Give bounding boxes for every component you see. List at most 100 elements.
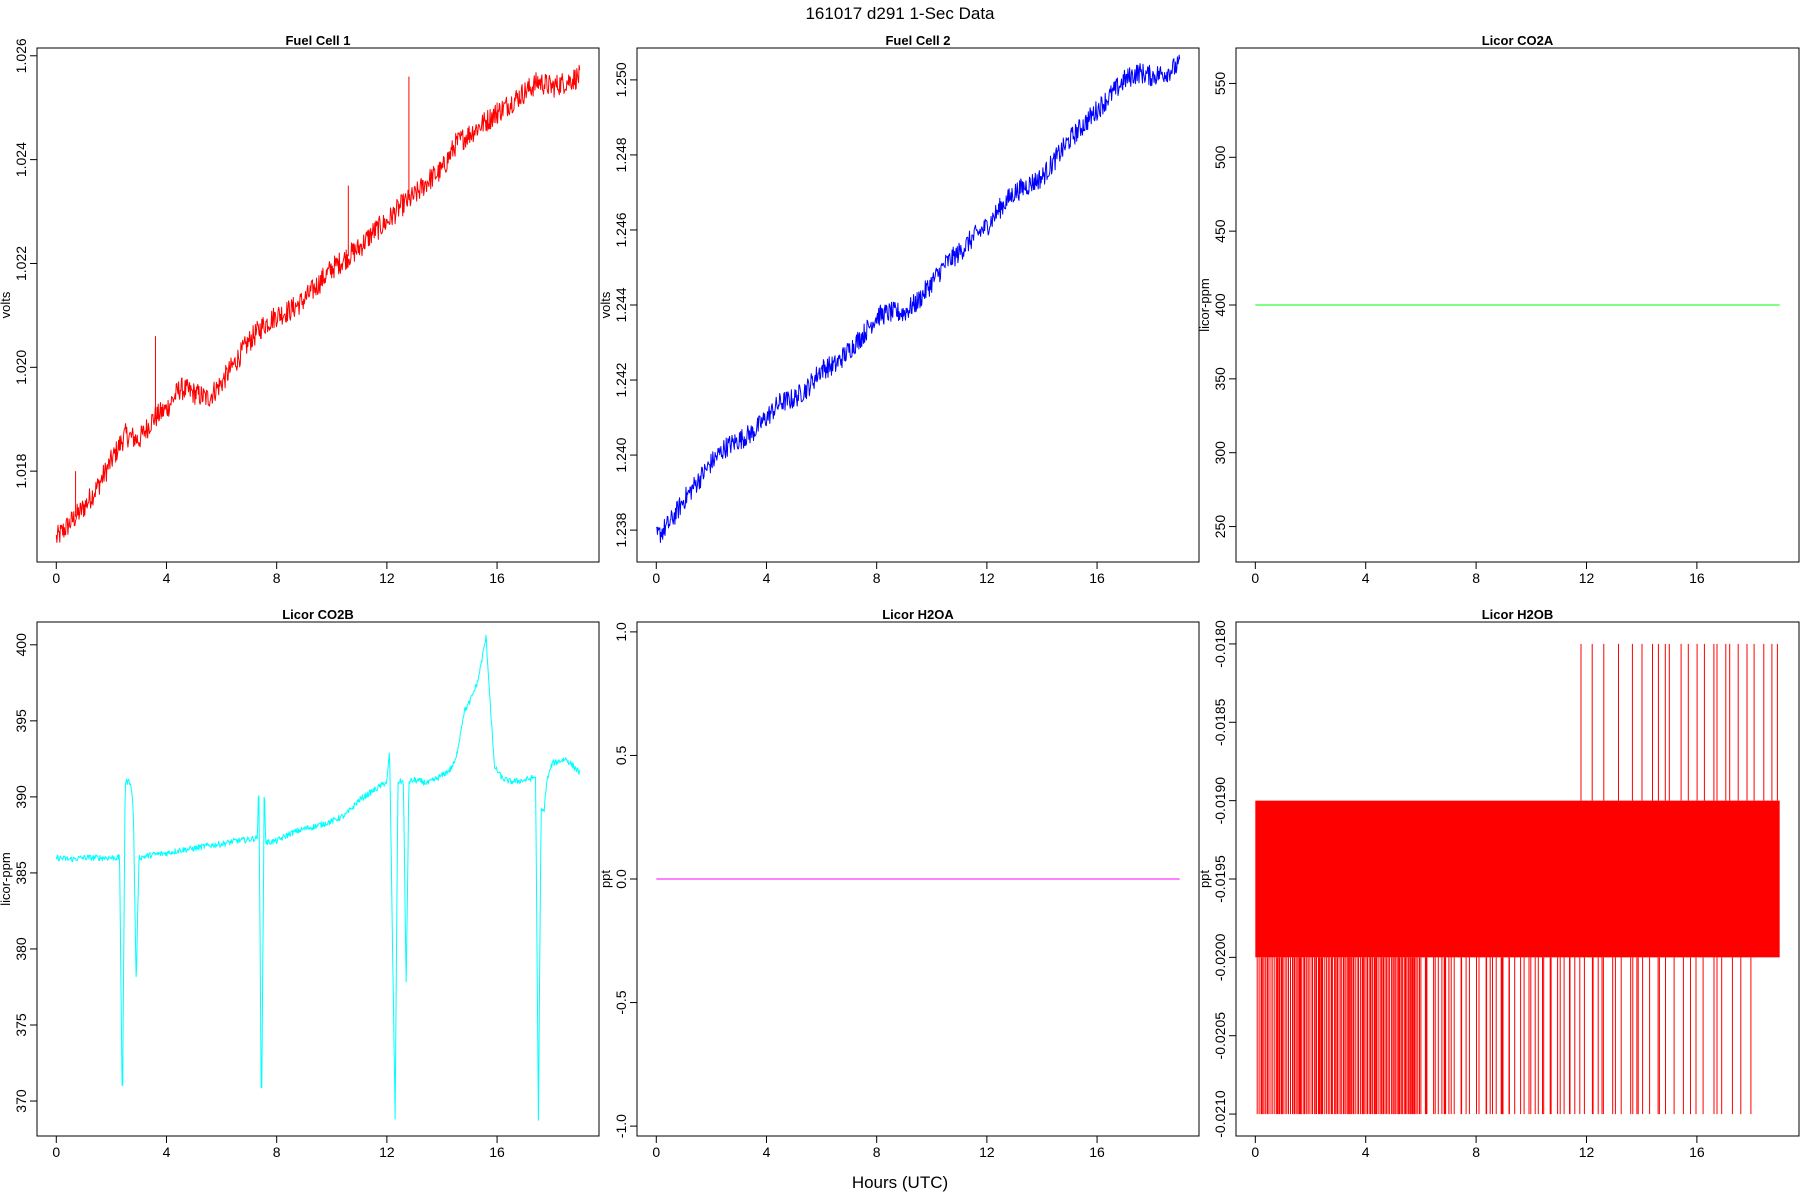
y-tick-label: -0.0210 [1212, 1090, 1228, 1138]
y-tick-label: -0.0195 [1212, 855, 1228, 903]
y-tick-label: 1.238 [613, 512, 629, 547]
y-axis-label: ppt [598, 870, 613, 888]
panel-title: Licor CO2B [282, 607, 354, 622]
x-tick-label: 8 [873, 1144, 881, 1160]
y-tick-label: 1.248 [613, 137, 629, 172]
x-tick-label: 16 [1689, 1144, 1705, 1160]
y-axis-label: volts [598, 291, 613, 318]
data-layer [55, 64, 581, 543]
y-tick-label: 1.018 [13, 453, 29, 488]
y-tick-label: 500 [1212, 145, 1228, 169]
y-tick-label: 390 [13, 785, 29, 809]
x-tick-label: 0 [652, 570, 660, 586]
y-tick-label: 0.0 [613, 869, 629, 889]
x-tick-label: 8 [873, 570, 881, 586]
y-tick-label: 1.024 [13, 142, 29, 177]
x-tick-label: 16 [1689, 570, 1705, 586]
y-tick-label: -0.5 [613, 990, 629, 1014]
x-tick-label: 12 [979, 1144, 995, 1160]
x-tick-label: 4 [163, 570, 171, 586]
panel-1: Fuel Cell 1 volts 0 4 8 12 16 1.018 1.020 1.022 1.… [0, 33, 600, 586]
x-tick-label: 0 [52, 1144, 60, 1160]
x-tick-label: 16 [1089, 570, 1105, 586]
x-axis-label: Hours (UTC) [852, 1173, 948, 1192]
panel-title: Licor H2OA [882, 607, 954, 622]
y-tick-label: 370 [13, 1089, 29, 1113]
y-tick-label: 1.240 [613, 437, 629, 472]
y-tick-label: -1.0 [613, 1114, 629, 1138]
x-tick-label: 0 [52, 570, 60, 586]
x-tick-label: 4 [1362, 570, 1370, 586]
x-tick-label: 8 [273, 1144, 281, 1160]
y-tick-label: 385 [13, 861, 29, 885]
plot-frame [36, 47, 600, 563]
x-tick-label: 12 [1579, 1144, 1595, 1160]
y-tick-label: 250 [1212, 515, 1228, 539]
y-axis-label: licor-ppm [1197, 278, 1212, 331]
figure-title: 161017 d291 1-Sec Data [805, 4, 995, 23]
y-axis-label: licor-ppm [0, 852, 13, 905]
y-tick-label: 1.0 [613, 622, 629, 642]
x-tick-label: 12 [379, 570, 395, 586]
x-tick-label: 16 [1089, 1144, 1105, 1160]
panel-2: Fuel Cell 2 volts 0 4 8 12 16 1.238 1.240 1.242 1.… [598, 33, 1200, 586]
y-tick-label: -0.0185 [1212, 698, 1228, 746]
y-tick-label: 0.5 [613, 746, 629, 766]
plot-frame [36, 621, 600, 1137]
data-layer [656, 54, 1181, 543]
x-tick-label: 4 [763, 1144, 771, 1160]
y-tick-label: 300 [1212, 441, 1228, 465]
data-layer [55, 634, 581, 1121]
y-tick-label: 400 [13, 633, 29, 657]
data-layer [1255, 643, 1780, 1115]
series-down-spikes [1256, 957, 1752, 1115]
panels: Fuel Cell 1 volts 0 4 8 12 16 1.018 1.020 1.022 1.… [0, 33, 1800, 1160]
x-tick-label: 4 [763, 570, 771, 586]
x-tick-label: 16 [489, 570, 505, 586]
x-tick-label: 8 [1472, 1144, 1480, 1160]
panel-title: Fuel Cell 2 [885, 33, 950, 48]
y-tick-label: -0.0205 [1212, 1012, 1228, 1060]
series-line [55, 64, 581, 543]
y-tick-label: 1.026 [13, 38, 29, 73]
y-tick-label: 400 [1212, 293, 1228, 317]
y-tick-label: 375 [13, 1013, 29, 1037]
x-tick-label: 4 [1362, 1144, 1370, 1160]
y-tick-label: 1.242 [613, 362, 629, 397]
panel-5: Licor H2OA ppt 0 4 8 12 16 -1.0 -0.5 0.0 0.5 1.0 [598, 607, 1200, 1160]
panel-6: Licor H2OB ppt 0 4 8 12 16 -0.0210 -0.0205 -0.020… [1197, 607, 1800, 1160]
y-tick-label: 1.020 [13, 350, 29, 385]
y-tick-label: 450 [1212, 219, 1228, 243]
y-tick-label: 395 [13, 709, 29, 733]
y-tick-label: 1.244 [613, 287, 629, 322]
x-tick-label: 0 [1251, 570, 1259, 586]
x-tick-label: 16 [489, 1144, 505, 1160]
x-tick-label: 8 [1472, 570, 1480, 586]
panel-3: Licor CO2A licor-ppm 0 4 8 12 16 250 300 350 400 45… [1197, 33, 1800, 586]
x-tick-label: 12 [979, 570, 995, 586]
y-tick-label: 350 [1212, 367, 1228, 391]
series-band [1255, 800, 1780, 958]
y-tick-label: -0.0190 [1212, 777, 1228, 825]
x-tick-label: 12 [1579, 570, 1595, 586]
y-tick-label: -0.0180 [1212, 620, 1228, 668]
x-tick-label: 0 [1251, 1144, 1259, 1160]
x-tick-label: 8 [273, 570, 281, 586]
y-axis-label: volts [0, 291, 13, 318]
y-tick-label: 1.022 [13, 246, 29, 281]
x-tick-label: 0 [652, 1144, 660, 1160]
y-axis-label: ppt [1197, 870, 1212, 888]
panel-title: Licor H2OB [1482, 607, 1554, 622]
series-up-spikes [1580, 643, 1778, 801]
y-tick-label: 380 [13, 937, 29, 961]
y-tick-label: -0.0200 [1212, 933, 1228, 981]
x-tick-label: 12 [379, 1144, 395, 1160]
panel-title: Fuel Cell 1 [285, 33, 350, 48]
y-tick-label: 1.246 [613, 212, 629, 247]
panel-title: Licor CO2A [1482, 33, 1554, 48]
y-tick-label: 550 [1212, 72, 1228, 96]
panel-4: Licor CO2B licor-ppm 0 4 8 12 16 370 375 380 385 39… [0, 607, 600, 1160]
x-tick-label: 4 [163, 1144, 171, 1160]
series-line [656, 54, 1181, 543]
